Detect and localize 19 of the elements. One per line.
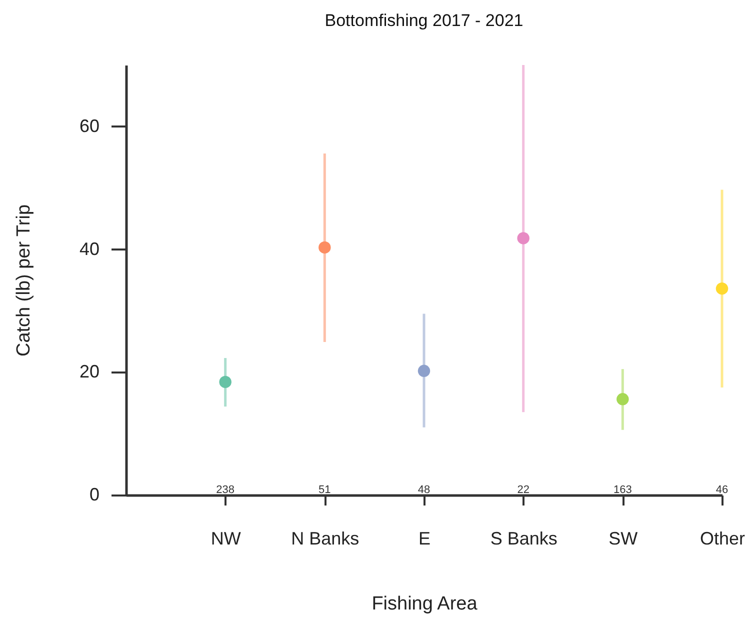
y-tick-label: 20 (79, 362, 100, 382)
annotation: 22 (517, 484, 530, 496)
x-tick-label: Other (700, 528, 746, 548)
chart-title: Bottomfishing 2017 - 2021 (324, 10, 524, 30)
y-tick-label: 60 (79, 116, 100, 136)
x-tick-label: E (418, 528, 431, 548)
y-axis-title: Catch (lb) per Trip (13, 204, 34, 357)
annotation: 163 (613, 484, 632, 496)
x-tick-label: N Banks (291, 528, 360, 548)
x-tick-label: NW (210, 528, 241, 548)
y-tick-label: 40 (79, 238, 100, 259)
y-tick-label: 0 (89, 484, 100, 504)
annotation: 51 (318, 484, 331, 496)
x-tick-label: SW (608, 528, 638, 548)
annotation: 238 (216, 484, 235, 496)
x-tick-label: S Banks (490, 528, 558, 548)
x-axis-title: Fishing Area (372, 594, 478, 614)
annotation: 48 (418, 484, 430, 496)
annotation: 46 (716, 484, 728, 496)
